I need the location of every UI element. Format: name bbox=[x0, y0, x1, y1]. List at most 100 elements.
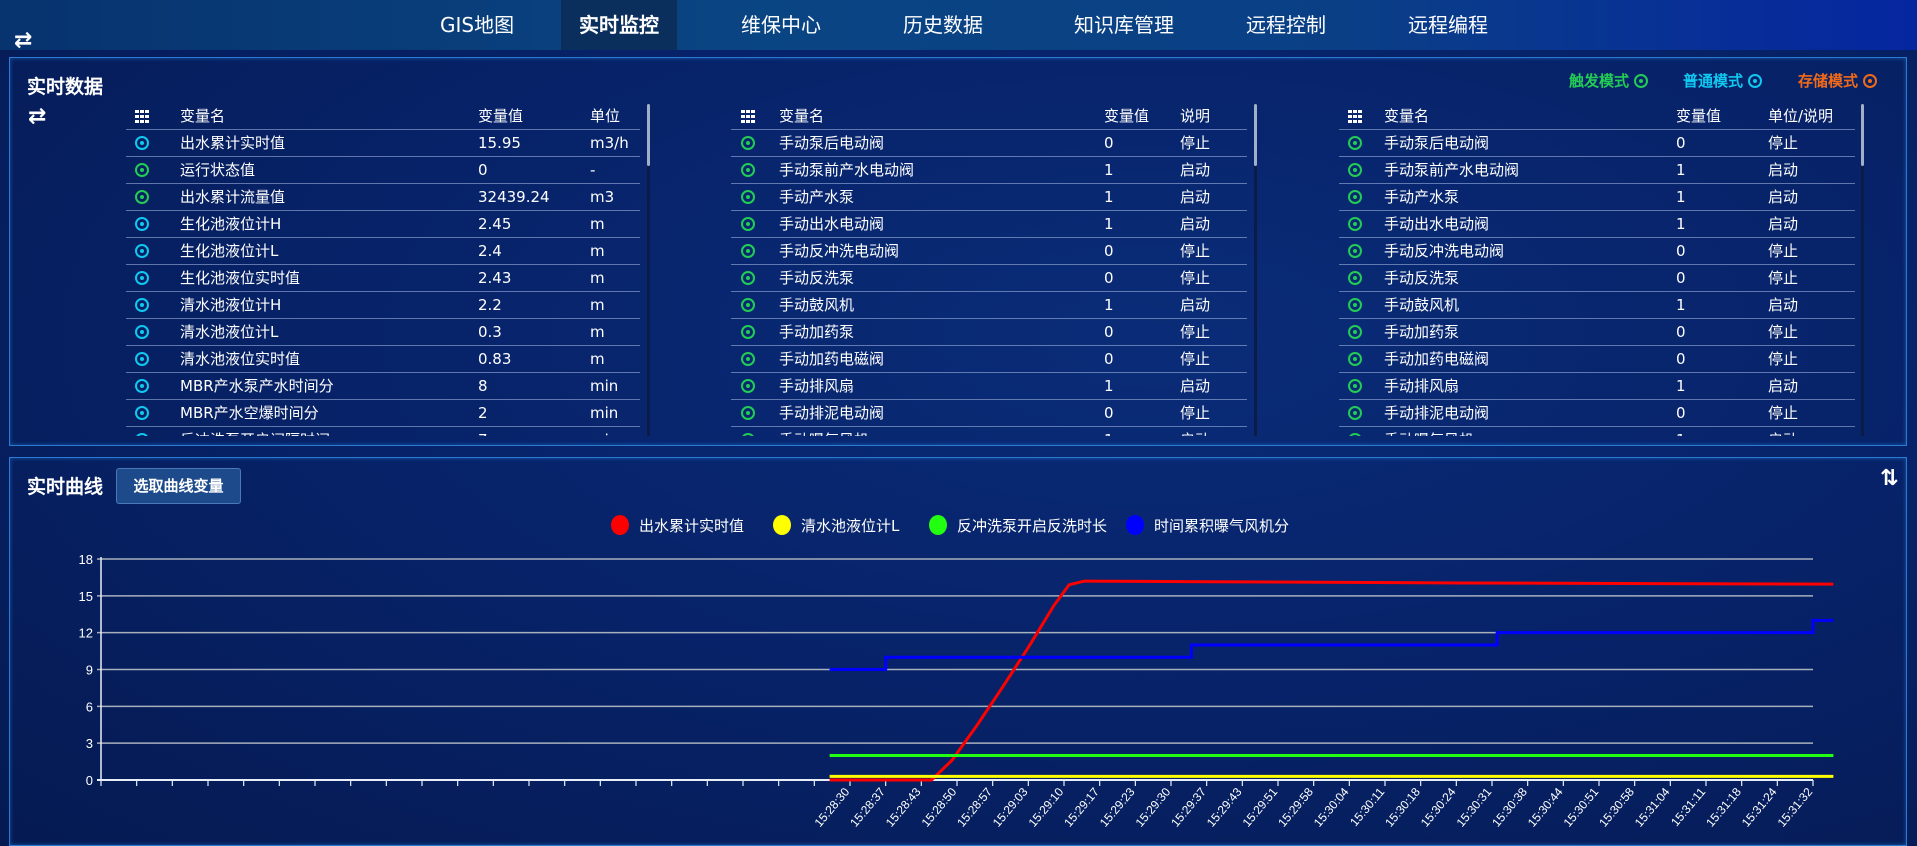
scrollbar[interactable] bbox=[647, 104, 650, 436]
table-row[interactable]: 手动鼓风机 1 启动 bbox=[1339, 292, 1855, 319]
mode-status-icon bbox=[135, 325, 149, 339]
legend-dot-icon bbox=[1126, 515, 1144, 535]
series-line bbox=[829, 618, 1834, 671]
table-row[interactable]: 手动曝气风机 1 启动 bbox=[731, 427, 1247, 436]
table-row[interactable]: 手动反冲洗电动阀 0 停止 bbox=[1339, 238, 1855, 265]
variable-name: 手动曝气风机 bbox=[779, 427, 869, 436]
x-tick-label: 15:29:58 bbox=[1275, 785, 1316, 830]
select-curve-variables-button[interactable]: 选取曲线变量 bbox=[116, 468, 241, 504]
table-row[interactable]: 手动排风扇 1 启动 bbox=[731, 373, 1247, 400]
variable-name: 手动排泥电动阀 bbox=[1384, 404, 1490, 422]
x-tick-label: 15:30:51 bbox=[1561, 785, 1602, 830]
grid-icon[interactable] bbox=[1348, 110, 1362, 123]
x-tick-label: 15:30:24 bbox=[1418, 785, 1459, 830]
table-row[interactable]: 手动出水电动阀 1 启动 bbox=[1339, 211, 1855, 238]
variable-name: 手动反冲洗电动阀 bbox=[1384, 242, 1505, 260]
column-header: 变量值 bbox=[1676, 107, 1722, 125]
variable-unit: 停止 bbox=[1180, 323, 1211, 341]
variable-value: 2.4 bbox=[478, 242, 502, 260]
scrollbar-thumb[interactable] bbox=[1861, 104, 1864, 166]
table-row[interactable]: 手动加药泵 0 停止 bbox=[1339, 319, 1855, 346]
table-row[interactable]: 手动反冲洗电动阀 0 停止 bbox=[731, 238, 1247, 265]
legend-item[interactable]: 出水累计实时值 bbox=[611, 515, 744, 536]
variable-name: 手动排风扇 bbox=[779, 377, 855, 395]
nav-item-6[interactable]: 远程编程 bbox=[1408, 13, 1488, 37]
table-row[interactable]: 生化池液位实时值 2.43 m bbox=[126, 265, 640, 292]
variable-value: 2 bbox=[478, 404, 488, 422]
scrollbar[interactable] bbox=[1861, 104, 1864, 436]
variable-value: 0 bbox=[1676, 134, 1686, 152]
grid-icon[interactable] bbox=[135, 110, 149, 123]
table-row[interactable]: 清水池液位计H 2.2 m bbox=[126, 292, 640, 319]
table-row[interactable]: MBR产水泵产水时间分 8 min bbox=[126, 373, 640, 400]
table-row[interactable]: 生化池液位计L 2.4 m bbox=[126, 238, 640, 265]
table-row[interactable]: 手动泵前产水电动阀 1 启动 bbox=[731, 157, 1247, 184]
table-header: 变量名 变量值 单位/说明 bbox=[1339, 103, 1855, 130]
variable-unit: m3/h bbox=[590, 134, 629, 152]
nav-item-2[interactable]: 维保中心 bbox=[741, 13, 821, 37]
variable-name: 手动加药电磁阀 bbox=[1384, 350, 1490, 368]
table-row[interactable]: 手动排泥电动阀 0 停止 bbox=[731, 400, 1247, 427]
table-row[interactable]: 手动反洗泵 0 停止 bbox=[1339, 265, 1855, 292]
x-tick-label: 15:28:37 bbox=[847, 785, 888, 830]
variable-unit: 停止 bbox=[1180, 269, 1211, 287]
table-row[interactable]: 手动鼓风机 1 启动 bbox=[731, 292, 1247, 319]
table-row[interactable]: 出水累计实时值 15.95 m3/h bbox=[126, 130, 640, 157]
variable-value: 0 bbox=[1104, 350, 1114, 368]
table-row[interactable]: 反冲洗泵开启间隔时间 7 min bbox=[126, 427, 640, 436]
nav-item-4[interactable]: 知识库管理 bbox=[1074, 13, 1174, 37]
table-row[interactable]: 手动泵前产水电动阀 1 启动 bbox=[1339, 157, 1855, 184]
scrollbar-thumb[interactable] bbox=[647, 104, 650, 166]
nav-item-1[interactable]: 实时监控 bbox=[561, 0, 677, 50]
variable-value: 0 bbox=[478, 161, 488, 179]
table-row[interactable]: 手动产水泵 1 启动 bbox=[1339, 184, 1855, 211]
radio-dot-icon bbox=[1634, 74, 1649, 88]
nav-item-0[interactable]: GIS地图 bbox=[440, 13, 515, 37]
table-row[interactable]: 出水累计流量值 32439.24 m3 bbox=[126, 184, 640, 211]
swap-table-icon[interactable]: ⇄ bbox=[28, 104, 47, 129]
legend-item[interactable]: 反冲洗泵开启反洗时长 bbox=[929, 515, 1107, 536]
legend-item[interactable]: 清水池液位计L bbox=[773, 515, 899, 536]
y-tick-label: 9 bbox=[86, 663, 93, 678]
table-row[interactable]: 手动反洗泵 0 停止 bbox=[731, 265, 1247, 292]
series-line bbox=[829, 579, 1834, 782]
table-row[interactable]: 运行状态值 0 - bbox=[126, 157, 640, 184]
variable-unit: 启动 bbox=[1180, 188, 1211, 206]
table-row[interactable]: 手动排风扇 1 启动 bbox=[1339, 373, 1855, 400]
variable-unit: 停止 bbox=[1768, 404, 1799, 422]
table-row[interactable]: 清水池液位实时值 0.83 m bbox=[126, 346, 640, 373]
mode-status-icon bbox=[1348, 190, 1362, 204]
table-row[interactable]: 清水池液位计L 0.3 m bbox=[126, 319, 640, 346]
sort-icon[interactable]: ⇅ bbox=[1880, 466, 1899, 491]
y-tick-label: 18 bbox=[79, 552, 93, 567]
top-nav bbox=[0, 0, 1917, 50]
table-row[interactable]: 手动加药泵 0 停止 bbox=[731, 319, 1247, 346]
table-header: 变量名 变量值 说明 bbox=[731, 103, 1247, 130]
mode-status-icon bbox=[741, 379, 755, 393]
table-row[interactable]: 手动产水泵 1 启动 bbox=[731, 184, 1247, 211]
variable-unit: 启动 bbox=[1768, 296, 1799, 314]
table-row[interactable]: 手动曝气风机 1 启动 bbox=[1339, 427, 1855, 436]
variable-value: 0.3 bbox=[478, 323, 502, 341]
variable-name: 手动鼓风机 bbox=[779, 296, 855, 314]
table-row[interactable]: 生化池液位计H 2.45 m bbox=[126, 211, 640, 238]
table-row[interactable]: 手动排泥电动阀 0 停止 bbox=[1339, 400, 1855, 427]
variable-name: 手动泵后电动阀 bbox=[779, 134, 885, 152]
mode-status-icon bbox=[1348, 298, 1362, 312]
table-row[interactable]: 手动加药电磁阀 0 停止 bbox=[1339, 346, 1855, 373]
legend-label: 反冲洗泵开启反洗时长 bbox=[957, 517, 1108, 535]
scrollbar[interactable] bbox=[1254, 104, 1257, 436]
table-row[interactable]: MBR产水空爆时间分 2 min bbox=[126, 400, 640, 427]
variable-name: 手动排风扇 bbox=[1384, 377, 1460, 395]
table-row[interactable]: 手动出水电动阀 1 启动 bbox=[731, 211, 1247, 238]
scrollbar-thumb[interactable] bbox=[1254, 104, 1257, 166]
table-row[interactable]: 手动泵后电动阀 0 停止 bbox=[731, 130, 1247, 157]
grid-icon[interactable] bbox=[741, 110, 755, 123]
legend-item[interactable]: 时间累积曝气风机分 bbox=[1126, 515, 1289, 536]
variable-value: 1 bbox=[1104, 161, 1114, 179]
nav-item-3[interactable]: 历史数据 bbox=[903, 13, 983, 37]
swap-icon[interactable]: ⇄ bbox=[14, 28, 33, 53]
nav-item-5[interactable]: 远程控制 bbox=[1246, 13, 1326, 37]
table-row[interactable]: 手动加药电磁阀 0 停止 bbox=[731, 346, 1247, 373]
table-row[interactable]: 手动泵后电动阀 0 停止 bbox=[1339, 130, 1855, 157]
